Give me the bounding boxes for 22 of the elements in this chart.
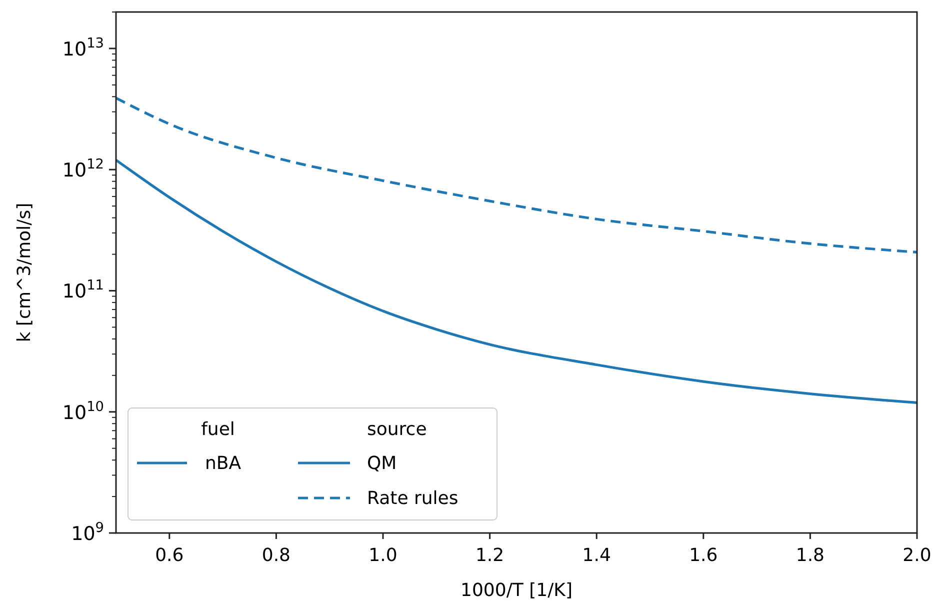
y-tick-label: 10$^{11}$ <box>62 278 104 303</box>
y-axis-title: k [cm^3/mol/s] <box>14 202 35 342</box>
annotation: nBA <box>205 453 242 474</box>
line-series <box>116 158 917 404</box>
legend-label: QM <box>367 453 397 474</box>
y-tick-label: 10$^{12}$ <box>62 156 104 182</box>
x-tick-label: 0.8 <box>262 545 291 566</box>
x-tick-label: 1.2 <box>475 545 504 566</box>
x-tick-label: 1.8 <box>796 545 825 566</box>
y-tick-label: 10$^{10}$ <box>62 398 104 424</box>
x-tick-label: 1.0 <box>368 545 398 566</box>
x-tick-label: 1.6 <box>689 545 718 566</box>
x-axis-title: 1000/T [1/K] <box>460 580 572 601</box>
line-series <box>116 96 917 254</box>
x-tick-label: 1.4 <box>582 545 611 566</box>
y-tick-label: 10$^{9}$ <box>71 520 104 545</box>
y-tick-label: 10$^{13}$ <box>62 35 104 60</box>
legend-title: fuel <box>201 419 235 440</box>
x-tick-label: 2.0 <box>902 545 932 566</box>
x-tick-label: 0.6 <box>155 545 184 566</box>
annotation: source <box>367 419 427 440</box>
legend-label: Rate rules <box>367 488 458 509</box>
